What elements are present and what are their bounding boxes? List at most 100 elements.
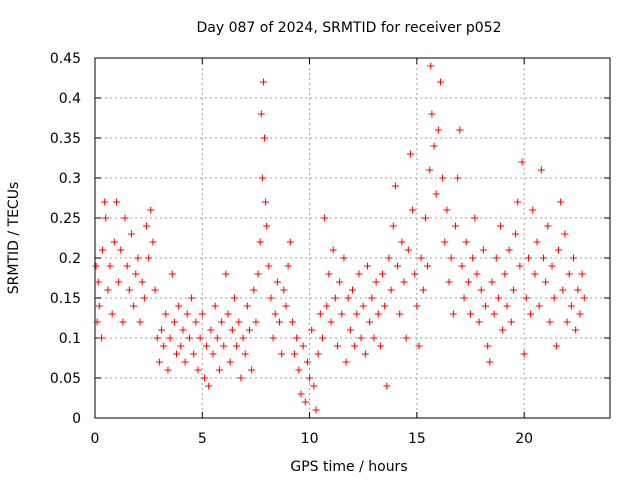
data-point (288, 318, 296, 326)
x-tick-label: 5 (198, 431, 207, 447)
data-point (293, 334, 301, 342)
data-point (522, 294, 530, 302)
data-point (194, 366, 202, 374)
data-point (117, 246, 125, 254)
data-point (424, 262, 432, 270)
data-point (145, 254, 153, 262)
data-point (233, 342, 241, 350)
data-point (316, 310, 324, 318)
data-point (110, 238, 118, 246)
data-point (436, 78, 444, 86)
data-point (385, 254, 393, 262)
data-point (514, 198, 522, 206)
data-point (364, 262, 372, 270)
data-point (464, 278, 472, 286)
data-point (331, 294, 339, 302)
data-point (379, 270, 387, 278)
data-point (482, 302, 490, 310)
data-point (123, 262, 131, 270)
data-point (258, 174, 266, 182)
x-tick-label: 15 (408, 431, 426, 447)
data-point (411, 270, 419, 278)
data-point (374, 310, 382, 318)
data-point (115, 278, 123, 286)
data-point (398, 238, 406, 246)
data-point (439, 174, 447, 182)
data-point (456, 126, 464, 134)
data-point (529, 206, 537, 214)
data-point (250, 286, 258, 294)
data-point (196, 334, 204, 342)
data-point (188, 294, 196, 302)
data-point (565, 270, 573, 278)
data-point (177, 342, 185, 350)
data-point (101, 198, 109, 206)
data-point (147, 206, 155, 214)
plot-frame (94, 57, 611, 419)
data-point (333, 342, 341, 350)
data-point (359, 302, 367, 310)
data-point (175, 302, 183, 310)
data-point (119, 318, 127, 326)
data-point (192, 318, 200, 326)
data-point (226, 358, 234, 366)
data-point (168, 270, 176, 278)
data-point (561, 230, 569, 238)
data-point (215, 366, 223, 374)
data-point (280, 286, 288, 294)
data-point (351, 342, 359, 350)
data-point (471, 214, 479, 222)
data-point (99, 246, 107, 254)
data-point (366, 318, 374, 326)
data-point (475, 318, 483, 326)
data-point (164, 366, 172, 374)
data-point (421, 214, 429, 222)
data-point (108, 310, 116, 318)
data-point (276, 318, 284, 326)
data-point (190, 350, 198, 358)
data-point (132, 270, 140, 278)
data-point (127, 230, 135, 238)
data-point (318, 334, 326, 342)
data-point (419, 286, 427, 294)
data-point (548, 262, 556, 270)
data-point (278, 350, 286, 358)
data-point (263, 222, 271, 230)
x-axis-label: GPS time / hours (290, 459, 407, 475)
data-point (257, 110, 265, 118)
data-point (492, 254, 500, 262)
data-point (299, 342, 307, 350)
data-point (306, 374, 314, 382)
data-point (452, 222, 459, 230)
data-point (505, 246, 513, 254)
data-point (321, 214, 329, 222)
data-point (243, 302, 251, 310)
data-point (269, 334, 277, 342)
data-point (391, 182, 399, 190)
data-point (361, 350, 369, 358)
data-point (282, 302, 290, 310)
data-point (544, 222, 552, 230)
data-point (580, 294, 588, 302)
data-point (252, 318, 260, 326)
data-point (430, 142, 438, 150)
data-point (134, 254, 142, 262)
data-point (284, 262, 292, 270)
data-point (490, 310, 498, 318)
data-point (301, 398, 309, 406)
data-point (138, 278, 146, 286)
y-tick-label: 0.2 (59, 251, 81, 267)
data-point (417, 254, 425, 262)
data-point (486, 358, 494, 366)
data-point (509, 286, 517, 294)
data-point (303, 358, 311, 366)
x-tick-label: 0 (91, 431, 100, 447)
data-point (512, 230, 520, 238)
y-tick-label: 0.1 (59, 331, 81, 347)
data-point (484, 342, 492, 350)
data-point (112, 198, 120, 206)
data-point (409, 206, 417, 214)
data-point (346, 326, 354, 334)
data-point (235, 318, 243, 326)
data-point (104, 286, 112, 294)
